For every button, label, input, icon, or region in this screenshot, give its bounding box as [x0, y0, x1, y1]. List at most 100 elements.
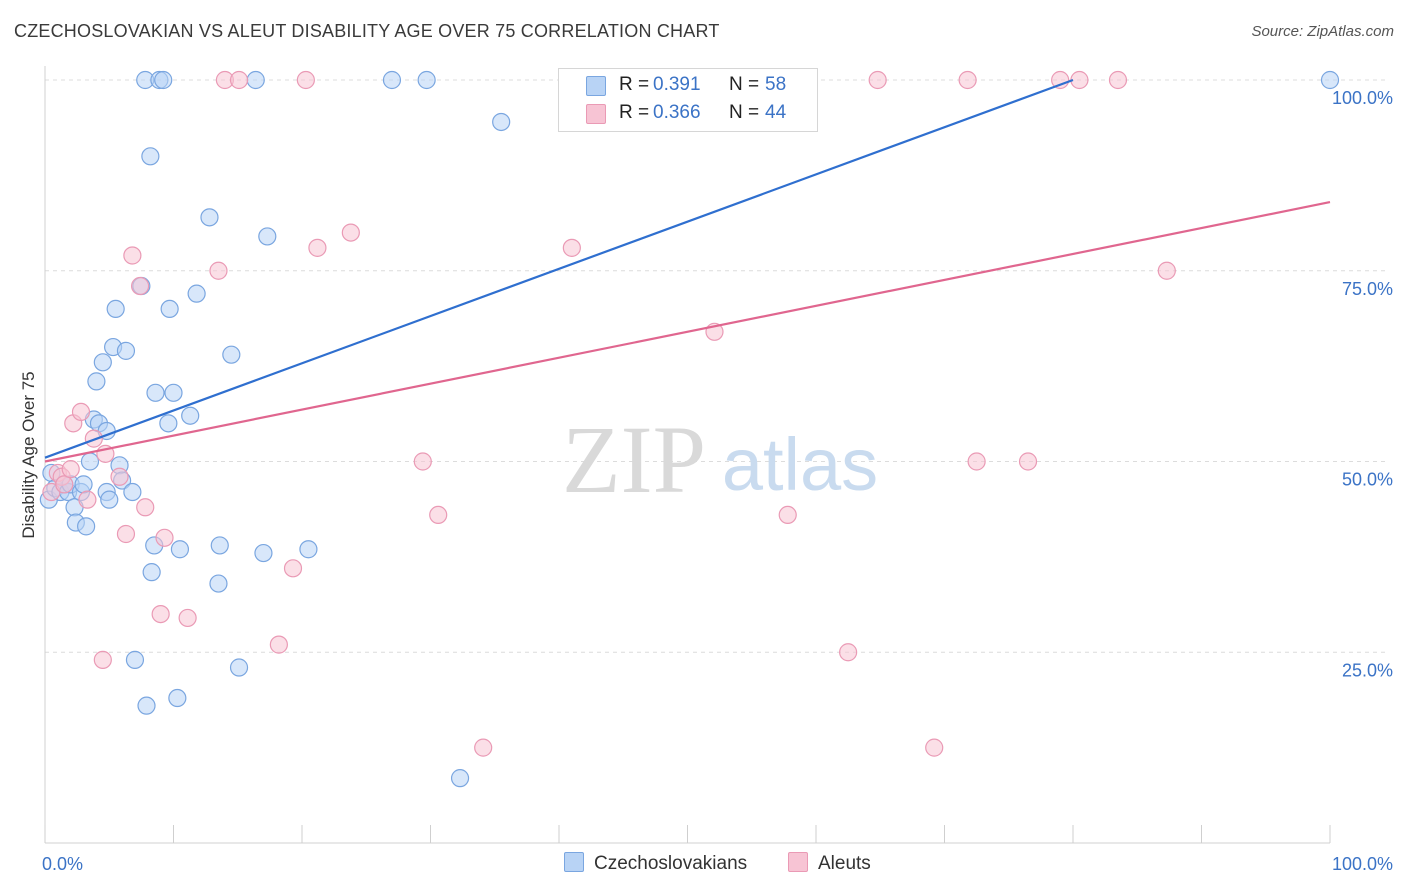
legend-row-czechoslovakians: R = 0.391 N = 58 [559, 73, 817, 101]
correlation-legend: R = 0.391 N = 58 R = 0.366 N = 44 [558, 68, 818, 132]
legend-n-label: N = [729, 74, 760, 95]
aleut-point [341, 223, 360, 242]
aleut-point [110, 467, 129, 486]
czechoslovakian-point [80, 452, 100, 471]
czechoslovakian-point [450, 769, 470, 788]
series-label: Aleuts [818, 853, 871, 874]
aleut-point [839, 643, 858, 662]
czechoslovakian-point [299, 540, 318, 559]
aleut-point [413, 452, 432, 471]
czechoslovakian-point [116, 341, 136, 360]
czechoslovakian-point [258, 227, 277, 246]
series-legend-aleuts: Aleuts [788, 852, 871, 875]
czechoslovakian-point [254, 543, 273, 563]
czechoslovakian-point [142, 563, 161, 582]
aleut-point [296, 70, 315, 90]
czechoslovakian-point [154, 70, 173, 90]
legend-r-value: 0.366 [653, 102, 701, 123]
legend-swatch-pink [788, 852, 808, 872]
aleut-point [1108, 70, 1128, 90]
czechoslovakian-point [200, 208, 219, 227]
series-legend-czechoslovakians: Czechoslovakians [564, 852, 747, 875]
czechoslovakian-trend-line [44, 78, 1074, 459]
points-layer [39, 70, 1340, 788]
aleut-trend-line [44, 201, 1331, 463]
source-label: Source: ZipAtlas.com [1251, 23, 1394, 40]
aleut-point [93, 650, 112, 669]
czechoslovakian-point [160, 299, 179, 318]
czechoslovakian-point [87, 372, 106, 391]
aleut-point [151, 604, 170, 624]
czechoslovakian-point [137, 696, 156, 715]
aleut-point [209, 261, 228, 280]
aleut-point [562, 238, 581, 257]
y-axis-title: Disability Age Over 75 [19, 371, 38, 538]
aleut-point [269, 635, 288, 654]
y-tick-label: 50.0% [1342, 470, 1393, 490]
czechoslovakian-point [77, 517, 96, 536]
aleut-point [778, 505, 797, 525]
x-tick-label: 0.0% [42, 854, 83, 874]
czechoslovakian-point [106, 299, 125, 318]
czechoslovakian-point [74, 475, 93, 494]
aleut-point [229, 70, 249, 90]
czechoslovakian-point [125, 650, 145, 669]
aleut-point [123, 246, 142, 265]
czechoslovakian-point [181, 406, 200, 425]
legend-r-label: R = [619, 102, 650, 123]
aleut-point [116, 524, 136, 544]
aleut-point [78, 490, 97, 509]
watermark: ZIP atlas [562, 406, 878, 513]
czechoslovakian-point [164, 383, 183, 402]
czechoslovakian-point [170, 540, 190, 559]
grid-layer [45, 79, 1385, 653]
trend-layer [44, 78, 1331, 463]
aleut-point [55, 475, 74, 494]
czechoslovakian-point [141, 147, 160, 166]
czechoslovakian-point [492, 112, 511, 132]
czechoslovakian-point [417, 70, 436, 90]
legend-swatch-blue [586, 76, 606, 96]
x-tick-label: 100.0% [1332, 854, 1393, 874]
aleut-point [1157, 261, 1176, 280]
legend-swatch-blue [564, 852, 584, 872]
aleut-point [61, 460, 80, 479]
aleut-point [178, 608, 197, 628]
chart-title: CZECHOSLOVAKIAN VS ALEUT DISABILITY AGE … [14, 21, 720, 41]
legend-n-label: N = [729, 102, 760, 123]
czechoslovakian-point [209, 574, 228, 593]
watermark-atlas: atlas [722, 423, 878, 506]
aleut-point [967, 452, 986, 471]
aleut-point [71, 402, 91, 422]
aleut-point [1018, 452, 1038, 471]
czechoslovakian-point [210, 536, 229, 555]
czechoslovakian-point [93, 353, 112, 372]
aleut-point [474, 738, 493, 757]
czechoslovakian-point [159, 414, 178, 433]
czechoslovakian-point [1320, 70, 1340, 90]
y-tick-label: 100.0% [1332, 88, 1393, 108]
watermark-zip: ZIP [562, 406, 706, 513]
legend-n-value: 44 [765, 102, 787, 123]
y-tick-label: 25.0% [1342, 660, 1393, 680]
aleut-point [958, 70, 977, 90]
czechoslovakian-point [187, 284, 206, 303]
aleut-point [868, 70, 887, 90]
aleut-point [429, 505, 448, 525]
legend-swatch-pink [586, 104, 606, 124]
y-tick-label: 75.0% [1342, 279, 1393, 299]
czechoslovakian-point [382, 70, 402, 90]
legend-row-aleuts: R = 0.366 N = 44 [559, 101, 817, 129]
aleut-point [155, 528, 174, 547]
labels-layer: 25.0% 50.0% 75.0% 100.0% 0.0% 100.0% Disabilit… [19, 88, 1393, 874]
aleut-point [283, 559, 303, 578]
czechoslovakian-point [123, 482, 142, 502]
aleut-point [1070, 70, 1089, 90]
czechoslovakian-point [168, 688, 187, 708]
aleut-point [130, 276, 150, 296]
legend-r-label: R = [619, 74, 650, 95]
aleut-point [136, 498, 155, 517]
aleut-point [925, 738, 944, 757]
legend-r-value: 0.391 [653, 74, 701, 95]
